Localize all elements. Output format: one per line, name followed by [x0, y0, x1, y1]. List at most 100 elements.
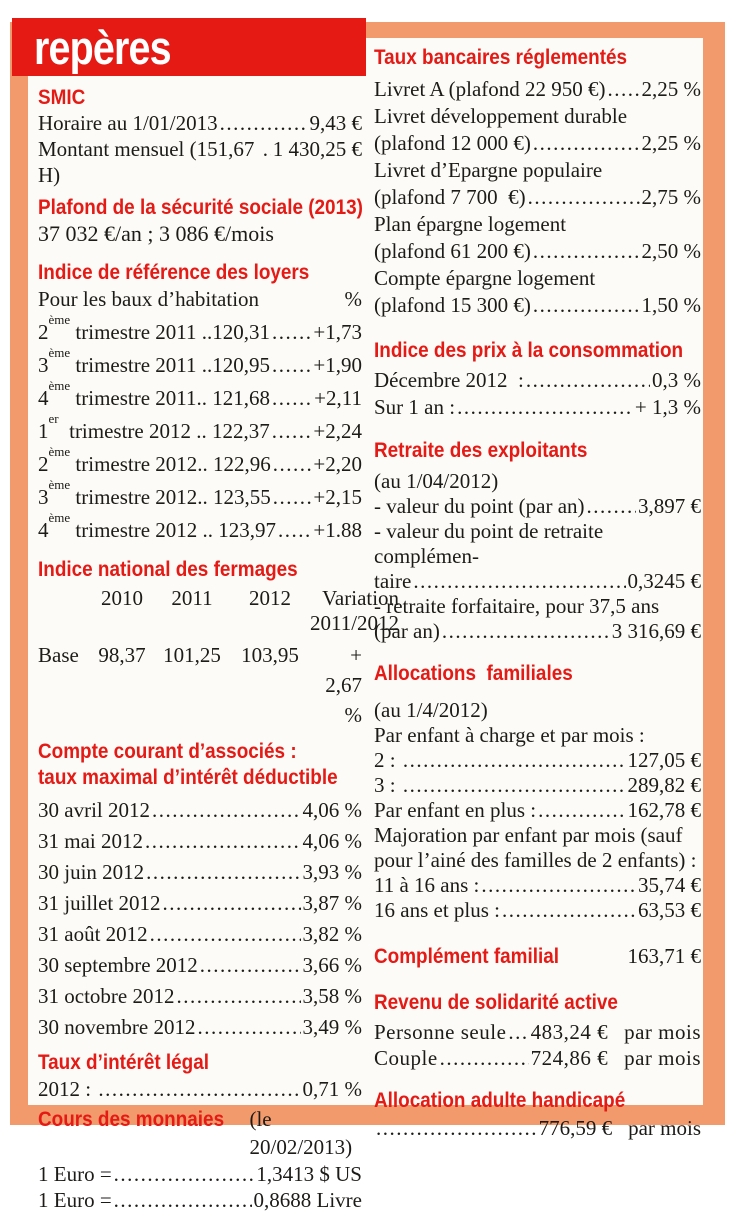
- row-label: Plan épargne logement: [374, 212, 567, 236]
- data-row: 3 : 289,82 €: [374, 773, 701, 798]
- data-row: (plafond 15 300 €) 1,50 %: [374, 292, 701, 319]
- left-column: SMIC Horaire au 1/01/2013 9,43 € Montant…: [38, 84, 399, 1213]
- rsa-rows: Personne seule 483,24 € par mois Couple …: [374, 1019, 701, 1071]
- data-row: Plan épargne logement: [374, 211, 701, 238]
- data-row: 2012 : 0,71 %: [38, 1075, 362, 1103]
- row-value: 3,82 %: [302, 922, 363, 946]
- fermages-header-row: 2010 2011 2012 Variation 2011/2012: [38, 586, 399, 636]
- monnaies-heading-row: Cours des monnaies (le 20/02/2013): [38, 1105, 362, 1161]
- row-label: 11 à 16 ans :: [374, 873, 480, 897]
- row-label: (plafond 61 200 €): [374, 239, 531, 263]
- dot-leader: [146, 857, 300, 888]
- row-value: 1 430,25 €: [272, 137, 362, 161]
- data-row: 2 : 127,05 €: [374, 748, 701, 773]
- dot-leader: [152, 795, 301, 826]
- row-ordinal-suffix: er: [48, 411, 59, 426]
- row-label: trimestre 2011 ..120,31: [70, 320, 271, 344]
- row-label-group: 2012 :: [38, 1075, 96, 1103]
- section-indice-prix: Indice des prix à la consommation Décemb…: [374, 337, 701, 421]
- data-row: Livret A (plafond 22 950 €) 2,25 %: [374, 76, 701, 103]
- plafond-heading: Plafond de la sécurité sociale (2013): [38, 195, 363, 219]
- row-label: trimestre 2011.. 121,68: [70, 386, 271, 410]
- dot-leader: [533, 130, 640, 157]
- row-suffix: par mois: [624, 1046, 701, 1070]
- row-label-group: (plafond 7 700 €): [374, 184, 526, 211]
- loyers-rows: 2ème trimestre 2011 ..120,31 +1,73 3ème …: [38, 312, 362, 544]
- row-label-group: 2ème trimestre 2012.. 122,96: [38, 444, 271, 478]
- loyers-subhead: Pour les baux d’habitation %: [38, 285, 362, 313]
- dot-leader: [413, 569, 625, 594]
- row-label: Horaire au 1/01/2013: [38, 111, 218, 135]
- row-label-group: Horaire au 1/01/2013: [38, 110, 218, 136]
- row-label-group: 30 avril 2012: [38, 795, 150, 826]
- taux-bancaires-heading: Taux bancaires réglementés: [374, 45, 628, 69]
- row-ordinal-suffix: ème: [48, 312, 71, 327]
- data-row: - valeur du point (par an) 3,897 €: [374, 494, 701, 519]
- right-column: Taux bancaires réglementés Livret A (pla…: [374, 44, 701, 1141]
- row-value: 0,3245 €: [627, 569, 702, 593]
- row-label: trimestre 2011 ..120,95: [70, 353, 271, 377]
- dot-leader: [145, 826, 301, 857]
- row-label-group: 1er trimestre 2012 .. 122,37: [38, 411, 270, 445]
- data-row: Couple 724,86 € par mois: [374, 1045, 701, 1071]
- fermages-heading: Indice national des fermages: [38, 557, 298, 581]
- dot-leader: [457, 394, 633, 421]
- data-row: (plafond 7 700 €) 2,75 %: [374, 184, 701, 211]
- row-suffix: par mois: [624, 1020, 701, 1044]
- row-label: (plafond 12 000 €): [374, 131, 531, 155]
- row-label-group: pour l’ainé des familles de 2 enfants) :: [374, 848, 696, 873]
- aah-heading: Allocation adulte handicapé: [374, 1088, 626, 1112]
- dot-leader: [272, 351, 311, 379]
- row-value: 3,66 %: [302, 953, 363, 977]
- dot-leader: [263, 136, 271, 162]
- row-ordinal: 4: [38, 518, 49, 542]
- row-label: 31 mai 2012: [38, 829, 143, 853]
- data-row: 2ème trimestre 2012.. 122,96 +2,20: [38, 444, 362, 478]
- row-value: 4,06 %: [302, 829, 363, 853]
- data-row: 4ème trimestre 2012 .. 123,97 +1.88: [38, 510, 362, 544]
- row-label-group: Décembre 2012 :: [374, 367, 524, 394]
- row-value: +2,11: [314, 386, 362, 410]
- row-value: +2,20: [313, 452, 362, 476]
- fermages-row-label: Base: [38, 643, 79, 667]
- dot-leader: [502, 898, 636, 923]
- row-label-group: Livret A (plafond 22 950 €): [374, 76, 606, 103]
- row-ordinal: 3: [38, 485, 49, 509]
- dot-leader: [538, 798, 625, 823]
- compte-courant-heading-line2: taux maximal d’intérêt déductible: [38, 765, 338, 789]
- row-label: pour l’ainé des familles de 2 enfants) :: [374, 848, 697, 872]
- row-label: 31 août 2012: [38, 922, 148, 946]
- data-row: 30 juin 2012 3,93 %: [38, 857, 362, 888]
- row-ordinal: 3: [38, 353, 49, 377]
- row-label: (plafond 15 300 €): [374, 293, 531, 317]
- fermages-year-header: 2010: [101, 586, 143, 610]
- dot-leader: [278, 516, 311, 544]
- row-value: 776,59 €: [538, 1116, 613, 1140]
- row-label: 30 avril 2012: [38, 798, 150, 822]
- data-row: taire 0,3245 €: [374, 569, 701, 594]
- row-label: 1 Euro =: [38, 1188, 112, 1212]
- row-label-group: 2 :: [374, 748, 401, 773]
- row-label-group: Par enfant en plus :: [374, 798, 536, 823]
- row-label-group: - valeur du point de retraite complémen-: [374, 519, 701, 569]
- row-label-group: - retraite forfaitaire, pour 37,5 ans: [374, 594, 659, 619]
- row-value: 9,43 €: [309, 111, 363, 135]
- data-row: Compte épargne logement: [374, 265, 701, 292]
- loyers-subhead-unit: %: [344, 287, 363, 311]
- complement-heading: Complément familial: [374, 944, 560, 968]
- row-label: (par an): [374, 619, 440, 643]
- data-row: (au 1/04/2012): [374, 469, 701, 494]
- row-label-group: (plafond 12 000 €): [374, 130, 531, 157]
- row-label: Montant mensuel (151,67 H): [38, 137, 260, 187]
- data-row: (par an) 3 316,69 €: [374, 619, 701, 644]
- dot-leader: [150, 919, 301, 950]
- data-row: 30 septembre 2012 3,66 %: [38, 950, 362, 981]
- row-label: Majoration par enfant par mois (sauf: [374, 823, 683, 847]
- row-label: 30 juin 2012: [38, 860, 145, 884]
- section-compte-courant: Compte courant d’associés : taux maximal…: [38, 738, 362, 1043]
- row-label: trimestre 2012.. 122,96: [70, 452, 271, 476]
- row-label-group: (au 1/4/2012): [374, 698, 488, 723]
- row-label-group: Sur 1 an :: [374, 394, 455, 421]
- row-label: Personne seule: [374, 1020, 507, 1044]
- row-label-group: 4ème trimestre 2011.. 121,68: [38, 378, 271, 412]
